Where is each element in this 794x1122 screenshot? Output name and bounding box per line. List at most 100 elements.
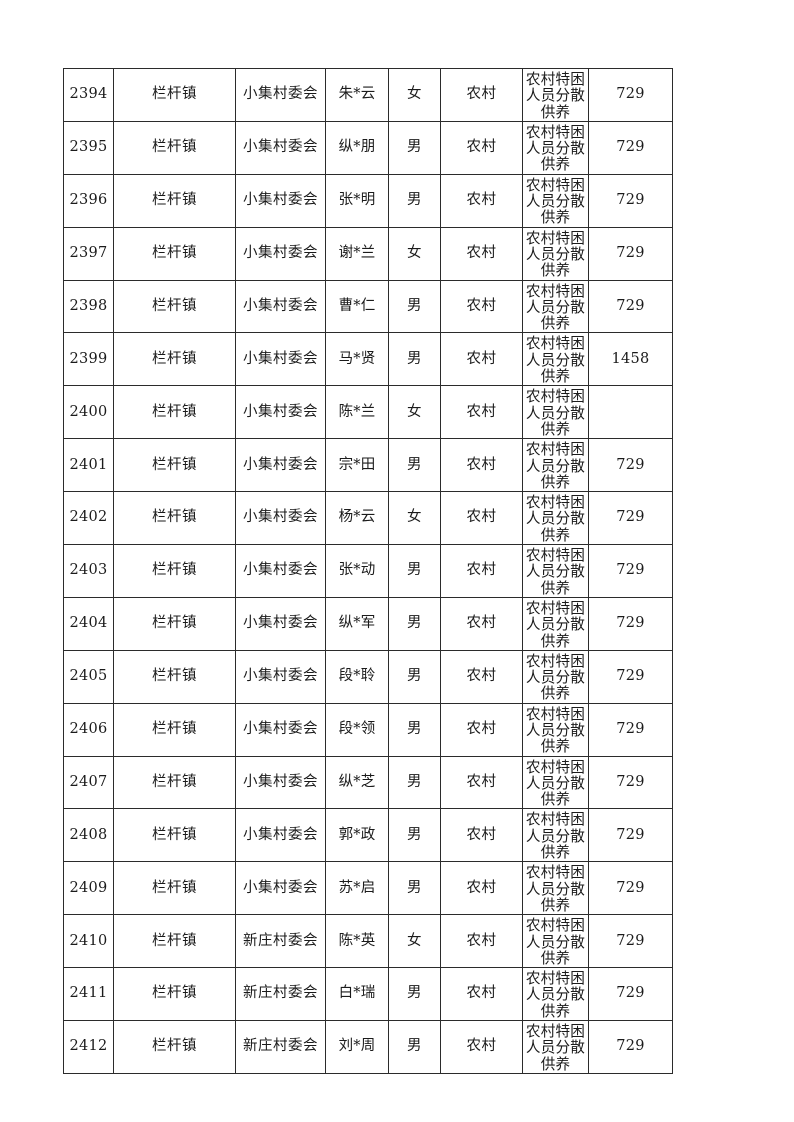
cell-amount: 729: [588, 596, 673, 651]
cell-assistance-category: 农村特困人员分散供养: [522, 279, 589, 334]
cell-assistance-category: 农村特困人员分散供养: [522, 173, 589, 228]
assistance-category-text: 农村特困人员分散供养: [525, 176, 586, 227]
cell-household-type: 农村: [440, 68, 523, 122]
cell-assistance-category: 农村特困人员分散供养: [522, 967, 589, 1022]
cell-village-committee: 小集村委会: [235, 544, 326, 598]
assistance-category-text: 农村特困人员分散供养: [525, 652, 586, 703]
cell-amount: 729: [588, 173, 673, 228]
table-row: 2407 栏杆镇 小集村委会 纵*芝男农村 农村特困人员分散供养 729: [63, 755, 673, 810]
cell-town: 栏杆镇: [113, 385, 236, 440]
cell-village-committee: 小集村委会: [235, 649, 326, 704]
cell-village-committee: 小集村委会: [235, 438, 326, 493]
cell-household-type: 农村: [440, 385, 523, 440]
cell-village-committee: 小集村委会: [235, 332, 326, 387]
cell-village-committee: 小集村委会: [235, 385, 326, 440]
cell-assistance-category: 农村特困人员分散供养: [522, 808, 589, 863]
cell-amount: [588, 385, 673, 440]
cell-town: 栏杆镇: [113, 702, 236, 757]
cell-household-type: 农村: [440, 1020, 523, 1074]
cell-household-type: 农村: [440, 173, 523, 228]
cell-village-committee: 新庄村委会: [235, 1020, 326, 1074]
cell-town: 栏杆镇: [113, 1020, 236, 1074]
cell-serial-number: 2403: [63, 544, 114, 598]
cell-household-type: 农村: [440, 120, 523, 175]
cell-household-type: 农村: [440, 755, 523, 810]
cell-person-name: 纵*芝: [325, 755, 389, 810]
cell-amount: 729: [588, 861, 673, 916]
cell-gender: 男: [388, 120, 441, 175]
cell-gender: 男: [388, 808, 441, 863]
cell-amount: 729: [588, 808, 673, 863]
cell-serial-number: 2395: [63, 120, 114, 175]
cell-serial-number: 2412: [63, 1020, 114, 1074]
cell-household-type: 农村: [440, 967, 523, 1022]
assistance-category-text: 农村特困人员分散供养: [525, 229, 586, 280]
cell-town: 栏杆镇: [113, 68, 236, 122]
assistance-category-text: 农村特困人员分散供养: [525, 494, 586, 544]
cell-assistance-category: 农村特困人员分散供养: [522, 649, 589, 704]
table-row: 2410 栏杆镇 新庄村委会 陈*英女农村 农村特困人员分散供养 729: [63, 914, 673, 969]
benefit-recipients-table: 2394 栏杆镇 小集村委会 朱*云女农村 农村特困人员分散供养 729 2395 栏杆镇 小集…: [63, 68, 673, 1074]
table-row: 2408 栏杆镇 小集村委会 郭*政男农村 农村特困人员分散供养 729: [63, 808, 673, 863]
cell-person-name: 纵*军: [325, 596, 389, 651]
cell-village-committee: 小集村委会: [235, 596, 326, 651]
cell-assistance-category: 农村特困人员分散供养: [522, 702, 589, 757]
cell-gender: 男: [388, 649, 441, 704]
cell-household-type: 农村: [440, 491, 523, 546]
cell-assistance-category: 农村特困人员分散供养: [522, 596, 589, 651]
cell-serial-number: 2401: [63, 438, 114, 493]
cell-town: 栏杆镇: [113, 914, 236, 969]
cell-town: 栏杆镇: [113, 173, 236, 228]
cell-person-name: 曹*仁: [325, 279, 389, 334]
assistance-category-text: 农村特困人员分散供养: [525, 388, 586, 438]
cell-household-type: 农村: [440, 332, 523, 387]
cell-serial-number: 2397: [63, 226, 114, 281]
cell-town: 栏杆镇: [113, 332, 236, 387]
cell-household-type: 农村: [440, 279, 523, 334]
cell-serial-number: 2411: [63, 967, 114, 1022]
assistance-category-text: 农村特困人员分散供养: [525, 811, 586, 862]
cell-assistance-category: 农村特困人员分散供养: [522, 438, 589, 493]
table-row: 2404 栏杆镇 小集村委会 纵*军男农村 农村特困人员分散供养 729: [63, 596, 673, 651]
cell-gender: 女: [388, 914, 441, 969]
assistance-category-text: 农村特困人员分散供养: [525, 335, 586, 386]
table-row: 2398 栏杆镇 小集村委会 曹*仁男农村 农村特困人员分散供养 729: [63, 279, 673, 334]
cell-serial-number: 2410: [63, 914, 114, 969]
cell-town: 栏杆镇: [113, 649, 236, 704]
cell-assistance-category: 农村特困人员分散供养: [522, 1020, 589, 1074]
table-row: 2396 栏杆镇 小集村委会 张*明男农村 农村特困人员分散供养 729: [63, 173, 673, 228]
cell-serial-number: 2404: [63, 596, 114, 651]
assistance-category-text: 农村特困人员分散供养: [525, 282, 586, 333]
cell-household-type: 农村: [440, 596, 523, 651]
cell-assistance-category: 农村特困人员分散供养: [522, 385, 589, 440]
cell-gender: 男: [388, 861, 441, 916]
cell-town: 栏杆镇: [113, 755, 236, 810]
cell-amount: 729: [588, 226, 673, 281]
cell-person-name: 段*聆: [325, 649, 389, 704]
cell-village-committee: 小集村委会: [235, 491, 326, 546]
table-row: 2400 栏杆镇 小集村委会 陈*兰女农村 农村特困人员分散供养: [63, 385, 673, 440]
table-row: 2401 栏杆镇 小集村委会 宗*田男农村 农村特困人员分散供养 729: [63, 438, 673, 493]
table-row: 2403 栏杆镇 小集村委会 张*动男农村 农村特困人员分散供养 729: [63, 544, 673, 598]
cell-town: 栏杆镇: [113, 596, 236, 651]
cell-village-committee: 小集村委会: [235, 226, 326, 281]
cell-person-name: 陈*兰: [325, 385, 389, 440]
benefit-table-container: 2394 栏杆镇 小集村委会 朱*云女农村 农村特困人员分散供养 729 2395 栏杆镇 小集…: [63, 68, 673, 1074]
cell-serial-number: 2405: [63, 649, 114, 704]
cell-serial-number: 2399: [63, 332, 114, 387]
assistance-category-text: 农村特困人员分散供养: [525, 970, 586, 1020]
cell-gender: 女: [388, 68, 441, 122]
cell-village-committee: 小集村委会: [235, 68, 326, 122]
cell-gender: 男: [388, 544, 441, 598]
cell-household-type: 农村: [440, 702, 523, 757]
cell-person-name: 朱*云: [325, 68, 389, 122]
cell-amount: 729: [588, 544, 673, 598]
cell-person-name: 张*动: [325, 544, 389, 598]
cell-gender: 男: [388, 755, 441, 810]
cell-town: 栏杆镇: [113, 438, 236, 493]
cell-household-type: 农村: [440, 861, 523, 916]
cell-amount: 729: [588, 120, 673, 175]
cell-amount: 729: [588, 967, 673, 1022]
cell-village-committee: 小集村委会: [235, 120, 326, 175]
